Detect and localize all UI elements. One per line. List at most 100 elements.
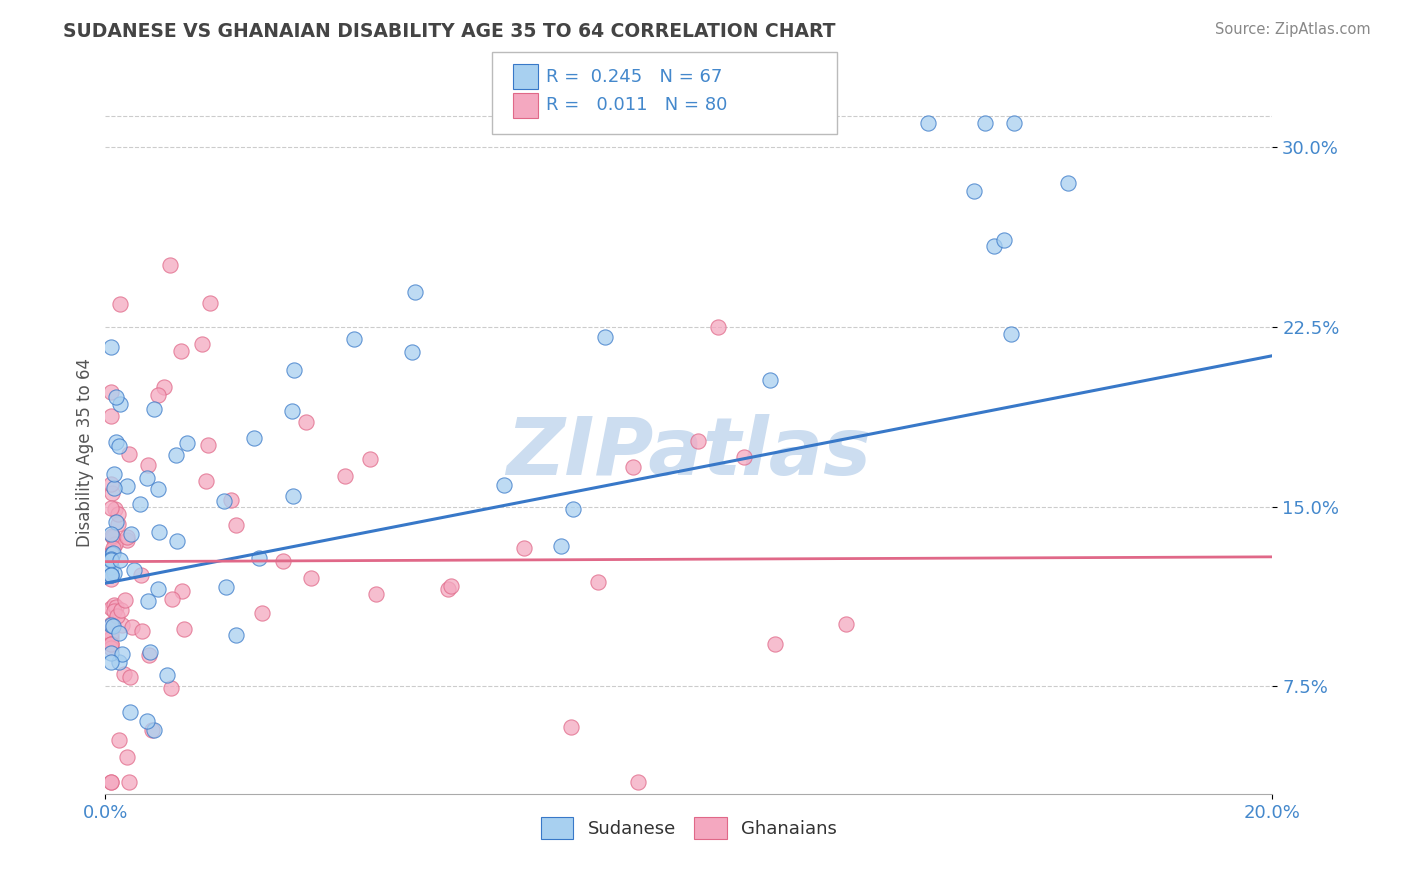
Point [136, 714, 159, 728]
Point [191, 337, 214, 351]
Y-axis label: Disability Age 35 to 64: Disability Age 35 to 64 [76, 359, 94, 547]
Point [100, 560, 122, 574]
Point [136, 471, 159, 485]
Point [343, 332, 366, 346]
Point [759, 373, 782, 387]
Point [100, 601, 122, 615]
Point [138, 648, 160, 662]
Point [100, 477, 122, 491]
Point [118, 775, 141, 789]
Point [586, 575, 609, 590]
Point [115, 533, 138, 548]
Point [404, 285, 426, 300]
Point [103, 604, 125, 618]
Point [560, 720, 582, 734]
Point [100, 547, 122, 561]
Point [366, 587, 388, 601]
Point [225, 517, 247, 532]
Point [283, 490, 305, 504]
Point [146, 482, 169, 496]
Point [100, 775, 122, 789]
Point [436, 582, 458, 596]
Point [103, 619, 125, 633]
Point [159, 258, 181, 272]
Point [100, 572, 122, 586]
Point [733, 450, 755, 465]
Point [101, 529, 124, 543]
Point [156, 667, 179, 681]
Point [247, 550, 270, 565]
Point [283, 363, 305, 377]
Point [107, 732, 129, 747]
Point [101, 485, 124, 500]
Point [627, 775, 650, 789]
Point [162, 592, 184, 607]
Point [122, 563, 145, 577]
Text: Source: ZipAtlas.com: Source: ZipAtlas.com [1215, 22, 1371, 37]
Point [215, 580, 238, 594]
Point [115, 479, 138, 493]
Point [105, 390, 128, 404]
Point [141, 723, 163, 737]
Point [100, 384, 122, 399]
Point [219, 493, 242, 508]
Point [107, 507, 129, 521]
Point [100, 618, 122, 632]
Point [1000, 326, 1022, 341]
Point [492, 478, 515, 492]
Point [973, 116, 995, 130]
Point [707, 320, 730, 334]
Point [108, 397, 131, 411]
Point [115, 749, 138, 764]
Point [993, 233, 1015, 247]
Point [917, 116, 939, 130]
Point [139, 645, 162, 659]
Point [834, 617, 856, 632]
Point [104, 515, 127, 529]
Point [281, 404, 304, 418]
Point [117, 530, 139, 544]
Point [100, 549, 122, 564]
Point [101, 541, 124, 555]
Point [100, 553, 122, 567]
Point [963, 185, 986, 199]
Point [103, 481, 125, 495]
Point [100, 637, 122, 651]
Text: SUDANESE VS GHANAIAN DISABILITY AGE 35 TO 64 CORRELATION CHART: SUDANESE VS GHANAIAN DISABILITY AGE 35 T… [63, 22, 835, 41]
Point [166, 534, 188, 549]
Point [243, 431, 266, 445]
Point [101, 546, 124, 560]
Point [100, 626, 122, 640]
Point [197, 438, 219, 452]
Point [333, 468, 356, 483]
Point [200, 296, 222, 310]
Point [103, 598, 125, 612]
Point [107, 655, 129, 669]
Point [108, 297, 131, 311]
Point [118, 447, 141, 461]
Point [100, 616, 122, 631]
Point [170, 583, 193, 598]
Point [100, 567, 122, 582]
Point [148, 524, 170, 539]
Point [120, 670, 142, 684]
Text: R =  0.245   N = 67: R = 0.245 N = 67 [546, 68, 721, 86]
Point [194, 474, 217, 488]
Point [100, 409, 122, 423]
Point [121, 620, 143, 634]
Point [271, 554, 294, 568]
Point [763, 636, 786, 650]
Point [105, 608, 128, 623]
Point [173, 622, 195, 636]
Point [170, 343, 193, 358]
Point [112, 667, 135, 681]
Point [136, 593, 159, 607]
Point [114, 593, 136, 607]
Point [136, 458, 159, 472]
Point [100, 637, 122, 651]
Point [120, 705, 142, 719]
Point [100, 632, 122, 646]
Point [100, 647, 122, 661]
Point [100, 552, 122, 566]
Point [1057, 177, 1080, 191]
